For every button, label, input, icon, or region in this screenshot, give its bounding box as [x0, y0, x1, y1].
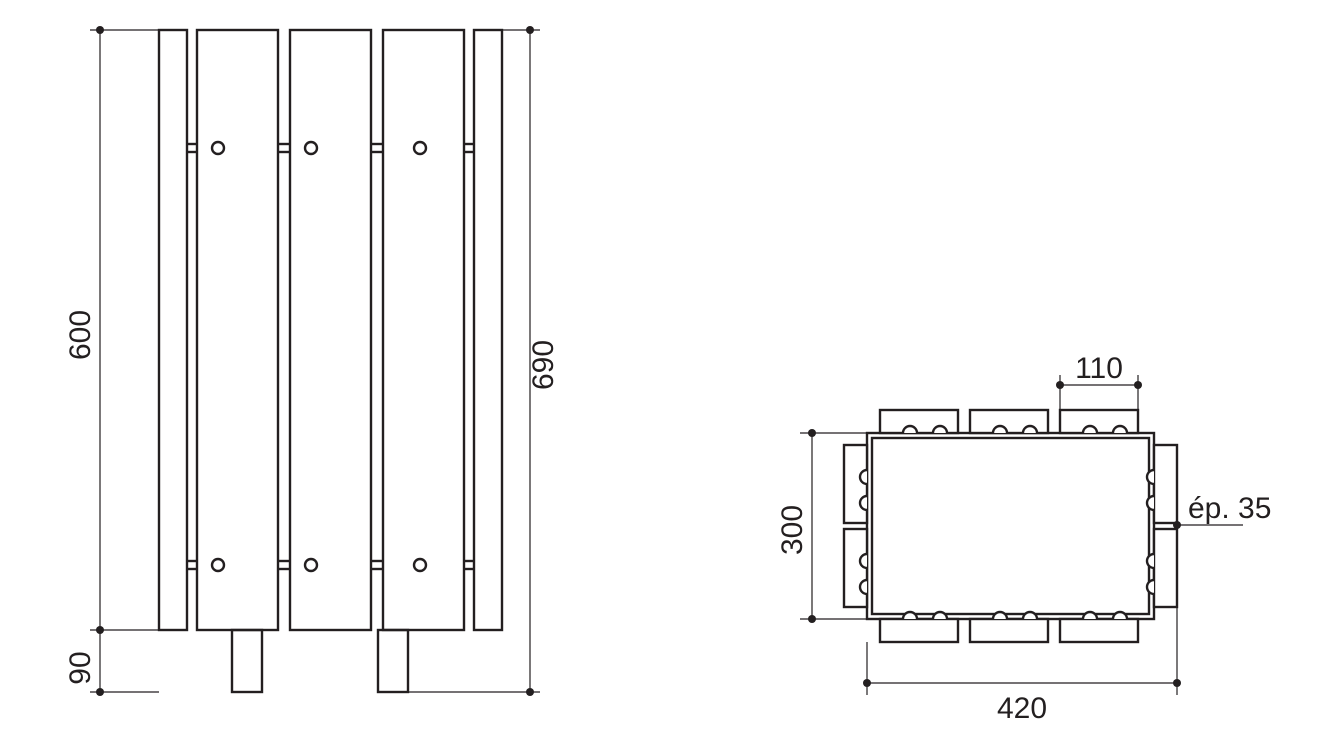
dim-110: 110 — [1056, 352, 1142, 410]
dim-110-text: 110 — [1075, 352, 1123, 385]
dim-300-text: 300 — [776, 505, 809, 555]
dim-90-text: 90 — [64, 651, 97, 684]
dim-90: 90 — [64, 630, 159, 696]
front-view: 600 90 690 — [64, 26, 560, 696]
dim-600-text: 600 — [64, 310, 97, 360]
dim-690: 690 — [408, 26, 560, 696]
dim-690-text: 690 — [527, 340, 560, 390]
dim-ep35: ép. 35 — [1173, 492, 1271, 529]
dim-600: 600 — [64, 26, 159, 634]
technical-drawing: 600 90 690 — [0, 0, 1330, 744]
dim-ep35-text: ép. 35 — [1188, 492, 1271, 525]
top-view: 110 300 420 ép. 35 — [776, 352, 1271, 725]
dim-420-text: 420 — [997, 692, 1047, 725]
